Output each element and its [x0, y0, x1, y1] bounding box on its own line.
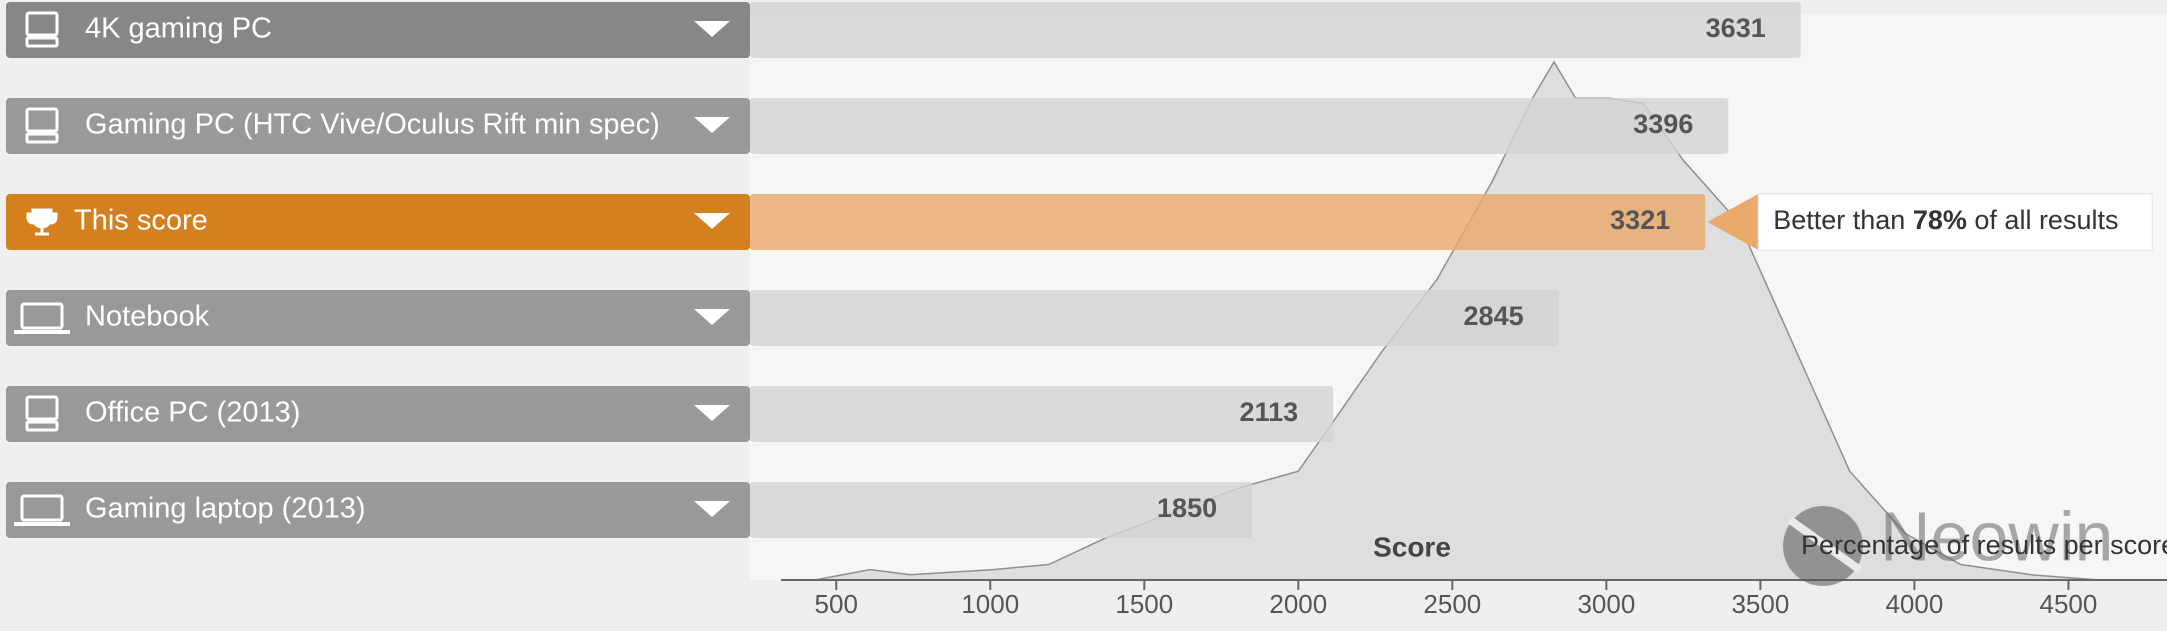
- x-tick-label: 2000: [1269, 589, 1327, 619]
- category-panel: [6, 290, 750, 346]
- row-icon: [25, 107, 59, 144]
- bar: [750, 194, 1706, 250]
- value-label: 3321: [1610, 205, 1670, 235]
- dropdown-arrow[interactable]: [694, 117, 730, 133]
- callout-pointer: [1707, 194, 1759, 250]
- x-tick-label: 3000: [1577, 589, 1635, 619]
- x-axis-label: Score: [1373, 531, 1451, 562]
- laptop-screen: [20, 494, 64, 522]
- callout-suffix: of all results: [1974, 205, 2118, 235]
- distribution-label: Percentage of results per score: [1801, 530, 2167, 560]
- category-label: Notebook: [85, 301, 210, 333]
- desktop-screen: [25, 395, 59, 421]
- category-panel: [6, 386, 750, 442]
- x-tick-label: 4000: [1885, 589, 1943, 619]
- x-tick-label: 1000: [961, 589, 1019, 619]
- value-label: 1850: [1157, 493, 1217, 523]
- desktop-base: [25, 132, 59, 144]
- callout-text: Better than 78% of all results: [1773, 205, 2118, 235]
- category-panel: [6, 194, 750, 250]
- category-panel: [6, 98, 750, 154]
- desktop-base: [25, 420, 59, 432]
- value-label: 3396: [1633, 109, 1693, 139]
- x-tick-label: 1500: [1115, 589, 1173, 619]
- watermark-text: Neowin: [1880, 497, 2113, 575]
- row-icon: [26, 208, 58, 236]
- dropdown-arrow[interactable]: [694, 21, 730, 37]
- dropdown-arrow[interactable]: [694, 405, 730, 421]
- watermark: Neowin: [1783, 497, 2113, 586]
- category-label: Gaming PC (HTC Vive/Oculus Rift min spec…: [85, 109, 660, 141]
- category-label: This score: [74, 205, 208, 237]
- bar: [750, 98, 1729, 154]
- row-icon: [25, 11, 59, 48]
- trophy-icon: [26, 208, 58, 236]
- callout-prefix: Better than: [1773, 205, 1905, 235]
- value-label: 2845: [1464, 301, 1524, 331]
- bar: [750, 482, 1253, 538]
- dropdown-arrow[interactable]: [694, 213, 730, 229]
- x-tick-label: 500: [815, 589, 858, 619]
- category-panel: [6, 2, 750, 58]
- bar: [750, 290, 1559, 346]
- value-label: 3631: [1706, 13, 1766, 43]
- row-icon: [14, 494, 70, 526]
- callout-box: [1757, 193, 2153, 251]
- bar: [750, 386, 1334, 442]
- category-label: Gaming laptop (2013): [85, 493, 366, 525]
- laptop-screen: [20, 302, 64, 330]
- watermark-logo-cut: [1787, 516, 1863, 574]
- row-icon: [14, 302, 70, 334]
- dropdown-arrow[interactable]: [694, 501, 730, 517]
- value-label: 2113: [1240, 397, 1299, 427]
- x-tick-label: 2500: [1423, 589, 1481, 619]
- desktop-screen: [25, 11, 59, 37]
- category-panel: [6, 482, 750, 538]
- desktop-screen: [25, 107, 59, 133]
- x-tick-label: 3500: [1731, 589, 1789, 619]
- category-label: 4K gaming PC: [85, 13, 272, 45]
- dropdown-arrow[interactable]: [694, 309, 730, 325]
- x-tick-label: 4500: [2040, 589, 2098, 619]
- bar: [750, 2, 1801, 58]
- category-label: Office PC (2013): [85, 397, 300, 429]
- callout-percent: 78%: [1913, 205, 1967, 235]
- row-icon: [25, 395, 59, 432]
- desktop-base: [25, 36, 59, 48]
